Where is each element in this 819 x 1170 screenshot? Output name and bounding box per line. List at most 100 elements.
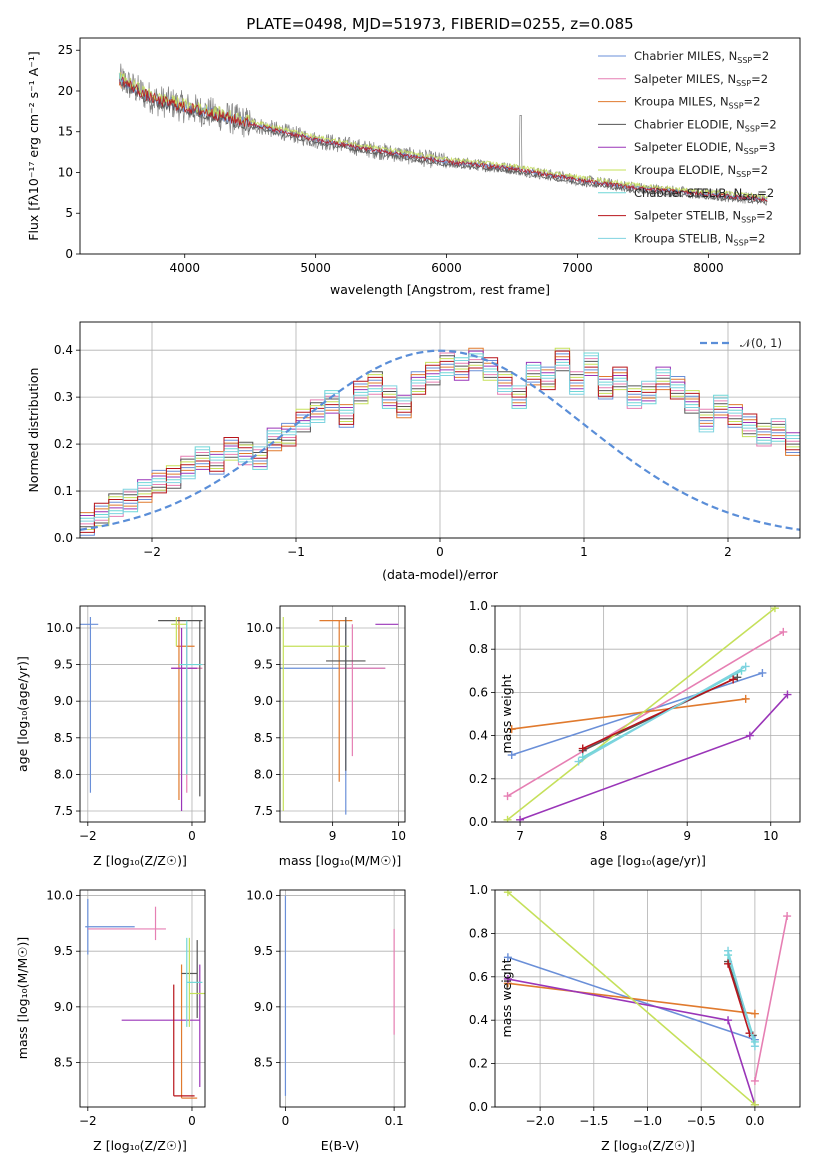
x-tick-label: 0 [282, 1114, 290, 1128]
weight-series-2 [503, 627, 788, 801]
x-tick-label: 5000 [300, 261, 331, 275]
ebv-xlabel: E(B-V) [321, 1138, 360, 1153]
y-tick-label: 10 [58, 165, 73, 179]
errorbar-point-2 [339, 624, 386, 757]
axes-frame [79, 889, 206, 1108]
weight-marker [503, 792, 512, 801]
y-tick-label: 9.0 [254, 694, 273, 708]
model-spectrum-6 [118, 71, 768, 200]
plot-area [80, 347, 800, 536]
x-tick-label: 10 [391, 829, 406, 843]
histogram-5 [80, 350, 800, 516]
y-tick-label: 1.0 [469, 883, 488, 897]
errorbar-point-8 [173, 984, 195, 1097]
weight-line [511, 672, 763, 756]
weight-marker [750, 1076, 759, 1085]
zage-xlabel: Z [log₁₀(Z/Z☉)] [93, 853, 187, 868]
axes-frame [494, 605, 801, 823]
y-tick-label: 10.0 [46, 621, 73, 635]
weight-line [754, 915, 788, 1082]
spectrum-title: PLATE=0498, MJD=51973, FIBERID=0255, z=0… [246, 15, 633, 33]
weight-line [507, 631, 784, 797]
legend-entry-5: Salpeter ELODIE, NSSP=3 [634, 140, 776, 156]
panel-5: 7 8 9 10 0.0 0.2 0.4 0.6 0.8 1.0 [469, 599, 801, 843]
errorbar-point-7 [186, 937, 203, 1027]
x-tick-label: −2 [79, 1114, 97, 1128]
y-tick-label: 9.5 [54, 944, 73, 958]
plot-area [280, 616, 399, 815]
y-tick-label: 9.0 [54, 694, 73, 708]
weight-series-8 [578, 675, 738, 753]
axes-frame [279, 889, 406, 1108]
axes-frame [79, 37, 801, 255]
legend-entry-3: Kroupa MILES, NSSP=2 [634, 95, 760, 111]
panel-6: −2 0 8.5 9.0 9.5 10.0 [46, 889, 206, 1128]
weight-line [727, 963, 751, 1034]
y-tick-label: 9.0 [54, 1000, 73, 1014]
y-tick-label: 10.0 [46, 889, 73, 903]
legend-entry-9: Kroupa STELIB, NSSP=2 [634, 231, 765, 247]
spectrum-legend: Chabrier MILES, NSSP=2 Salpeter MILES, NS… [598, 49, 777, 247]
weight-marker [729, 675, 738, 684]
massage-xlabel: mass [log₁₀(M/M☉)] [279, 853, 401, 868]
legend-entry-6: Kroupa ELODIE, NSSP=2 [634, 163, 768, 179]
agew-ylabel: mass weight [499, 674, 514, 753]
errorbar-point-6 [171, 616, 187, 647]
plot-area [503, 890, 792, 1107]
model-spectrum-4 [119, 79, 768, 205]
y-tick-label: 25 [58, 43, 73, 57]
y-tick-label: 8.5 [254, 731, 273, 745]
x-tick-label: 0 [436, 545, 444, 559]
plot-area [85, 898, 205, 1099]
y-tick-label: 0.2 [54, 437, 73, 451]
y-tick-label: 0.0 [469, 1100, 488, 1114]
errorbar-point-4 [158, 620, 203, 797]
y-tick-label: 8.5 [54, 731, 73, 745]
weight-marker [750, 1042, 759, 1051]
zw-ylabel: mass weight [499, 958, 514, 1037]
weight-marker [516, 815, 525, 822]
y-tick-label: 9.5 [54, 658, 73, 672]
gauss-legend-label: 𝒩(0, 1) [740, 336, 782, 350]
x-tick-label: −2 [143, 545, 161, 559]
weight-marker [503, 953, 512, 962]
histogram-3 [80, 347, 800, 514]
y-tick-label: 0.3 [54, 390, 73, 404]
weight-line [511, 698, 746, 730]
y-tick-label: 8.5 [54, 1055, 73, 1069]
x-tick-label: 9 [683, 829, 691, 843]
y-tick-label: 0.2 [469, 1057, 488, 1071]
legend-entry-4: Chabrier ELODIE, NSSP=2 [634, 117, 777, 133]
model-spectrum-9 [118, 72, 122, 83]
y-tick-label: 15 [58, 125, 73, 139]
histogram-1 [80, 353, 800, 536]
errorbar-point-3 [176, 616, 195, 801]
weight-series-9 [574, 662, 750, 766]
axes-frame [79, 605, 206, 823]
legend-entry-2: Salpeter MILES, NSSP=2 [634, 72, 768, 88]
weight-series-6 [503, 606, 779, 822]
y-tick-label: 0.4 [54, 343, 73, 357]
panel-7: 0 0.1 8.5 9.0 9.5 10.0 [246, 889, 406, 1128]
panel-2: −2 −1 0 1 2 0.0 0.1 0.2 0.3 0.4 [54, 321, 801, 559]
weight-line [582, 678, 734, 750]
y-tick-label: 0.6 [469, 685, 488, 699]
weight-marker [750, 1100, 759, 1107]
panel-8: −2.0 −1.5 −1.0 −0.5 0.0 0.0 0.2 0.4 0.6 0.8 1.0 [469, 883, 801, 1128]
weight-series-5 [516, 690, 792, 822]
weight-line [727, 950, 756, 1047]
weight-series-4 [578, 673, 742, 755]
weight-marker [724, 1016, 733, 1025]
weight-marker [758, 668, 767, 677]
gaussian-curve [80, 349, 800, 531]
weight-marker [741, 694, 750, 703]
weight-series-1 [507, 668, 767, 760]
errorbar-point-1 [80, 616, 99, 793]
weight-line [578, 665, 747, 763]
weight-series-3 [507, 694, 750, 734]
errorbar-point-4 [326, 616, 366, 771]
y-tick-label: 1.0 [469, 599, 488, 613]
y-tick-label: 9.5 [254, 944, 273, 958]
x-tick-label: 1 [580, 545, 588, 559]
